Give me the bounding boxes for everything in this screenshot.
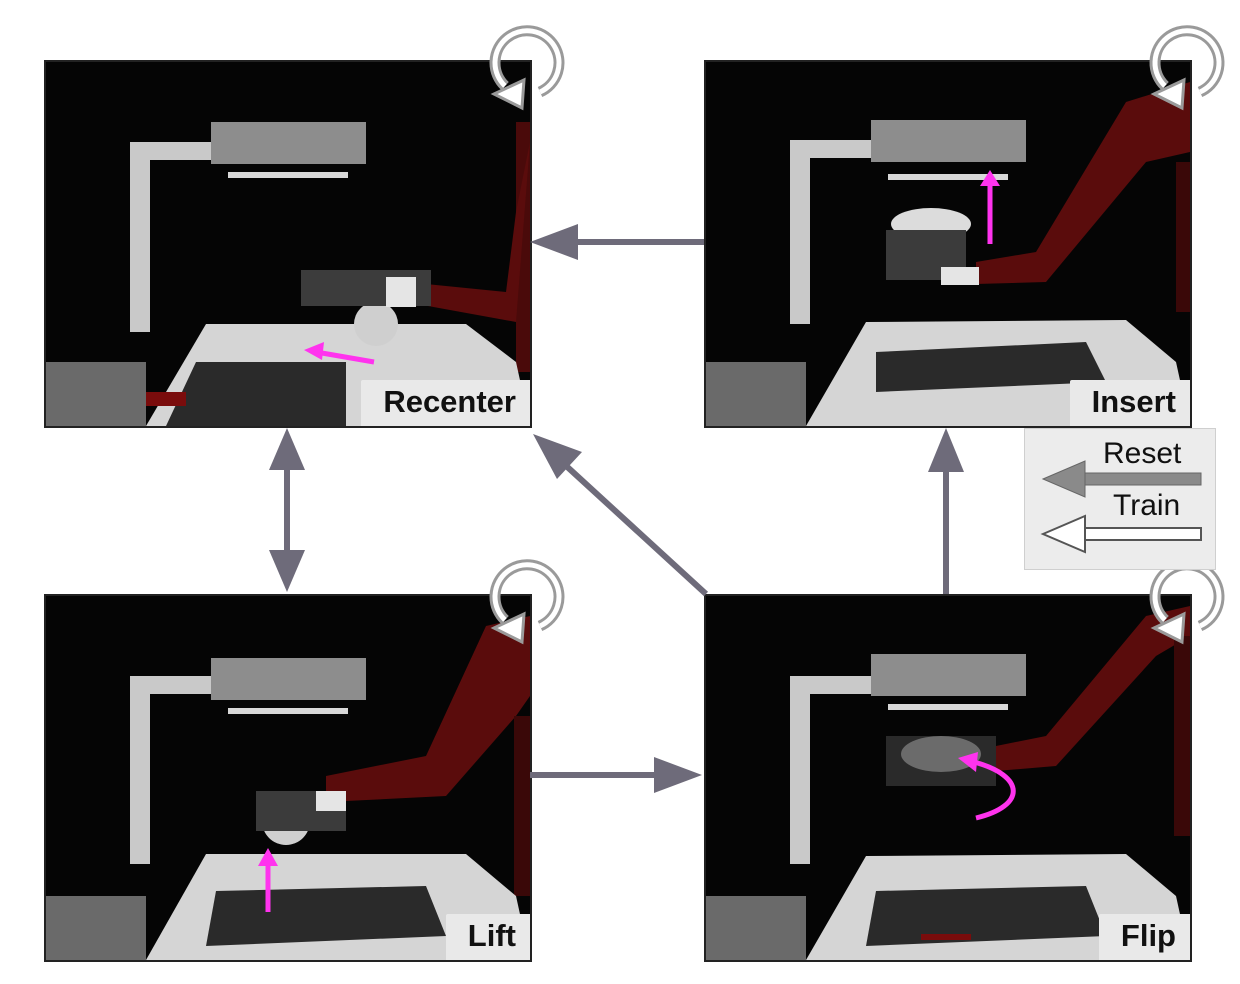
panel-recenter: Recenter <box>44 60 532 428</box>
arrowhead-insert-to-recenter <box>530 224 578 260</box>
arrowhead-up-recenter <box>269 428 305 470</box>
legend: Reset Train <box>1024 428 1216 570</box>
motion-arrow-flip <box>973 759 1016 821</box>
panel-label-flip: Flip <box>1098 914 1190 960</box>
arrowhead-down-lift <box>269 550 305 592</box>
arrowhead-flip-to-insert <box>928 428 964 472</box>
panel-label-lift: Lift <box>445 914 530 960</box>
arrowhead-flip-to-recenter <box>533 434 582 479</box>
arrow-flip-to-recenter <box>560 460 709 597</box>
panel-insert: Insert <box>704 60 1192 428</box>
legend-arrows <box>1040 460 1202 554</box>
panel-flip: Flip <box>704 594 1192 962</box>
motion-arrow-recenter <box>315 349 375 365</box>
legend-train-label: Train <box>1113 489 1181 522</box>
reset-arrow-icon <box>1041 460 1202 498</box>
panel-label-insert: Insert <box>1069 380 1190 426</box>
scene-insert <box>706 62 1190 426</box>
scene-recenter <box>46 62 530 426</box>
panel-label-recenter: Recenter <box>361 380 530 426</box>
scene-lift <box>46 596 530 960</box>
arrowhead-lift-to-flip <box>654 757 702 793</box>
panel-lift: Lift <box>44 594 532 962</box>
scene-flip <box>706 596 1190 960</box>
train-arrow-icon <box>1040 514 1202 554</box>
legend-reset-label: Reset <box>1103 437 1182 470</box>
